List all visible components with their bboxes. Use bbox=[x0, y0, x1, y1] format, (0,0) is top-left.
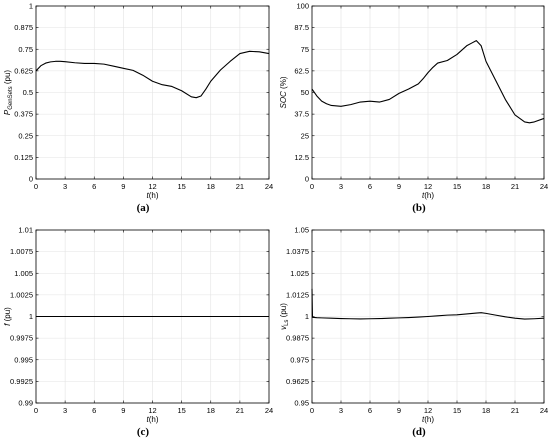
chart-1-xtick-label-1: 3 bbox=[339, 182, 343, 191]
chart-0-xtick-label-4: 12 bbox=[148, 182, 156, 191]
chart-0-ytick-label-1: 0.125 bbox=[14, 153, 33, 162]
chart-0-ytick-label-2: 0.25 bbox=[18, 131, 33, 140]
chart-2-xtick-label-4: 12 bbox=[148, 406, 156, 415]
chart-0-ytick-label-0: 0 bbox=[29, 175, 33, 184]
chart-2-panel-label: (c) bbox=[137, 426, 150, 438]
chart-2-ytick-label-1: 0.9925 bbox=[10, 377, 33, 386]
chart-3-xtick-label-6: 18 bbox=[482, 406, 490, 415]
chart-2-xtick-label-7: 21 bbox=[236, 406, 244, 415]
chart-2-ytick-label-2: 0.995 bbox=[14, 355, 33, 364]
chart-1-xtick-label-4: 12 bbox=[424, 182, 432, 191]
chart-1-yaxis-label: SOC (%) bbox=[279, 76, 288, 108]
chart-0-ytick-label-3: 0.375 bbox=[14, 110, 33, 119]
chart-2-ytick-label-0: 0.99 bbox=[18, 399, 33, 408]
chart-2-yaxis-label: f (pu) bbox=[3, 307, 12, 326]
chart-3-ytick-label-5: 1.0125 bbox=[286, 290, 309, 299]
chart-2-ytick-label-5: 1.0025 bbox=[10, 290, 33, 299]
chart-2-xtick-label-5: 15 bbox=[177, 406, 185, 415]
chart-1-xaxis-label: t(h) bbox=[422, 191, 434, 200]
chart-0-xtick-label-5: 15 bbox=[177, 182, 185, 191]
chart-0-ytick-label-7: 0.875 bbox=[14, 23, 33, 32]
chart-2-xtick-label-2: 6 bbox=[92, 406, 96, 415]
chart-0-xtick-label-3: 9 bbox=[121, 182, 125, 191]
chart-3-xtick-label-4: 12 bbox=[424, 406, 432, 415]
chart-2-ytick-label-8: 1.01 bbox=[18, 226, 33, 235]
chart-0-xtick-label-6: 18 bbox=[207, 182, 215, 191]
chart-3-xtick-label-1: 3 bbox=[339, 406, 343, 415]
chart-2-ytick-label-3: 0.9975 bbox=[10, 334, 33, 343]
chart-0-series-0-line bbox=[35, 50, 270, 99]
chart-3-panel: 0 3 6 9 12 15 18 21 24 0.95 0.9625 0.975 0.9875 1 1.01… bbox=[279, 226, 548, 438]
chart-1-xtick-label-6: 18 bbox=[482, 182, 490, 191]
chart-1-xtick-label-2: 6 bbox=[368, 182, 372, 191]
chart-3-series-0-line bbox=[311, 288, 545, 320]
chart-2-xaxis-label: t(h) bbox=[146, 415, 158, 424]
chart-1-ytick-label-7: 87.5 bbox=[294, 23, 309, 32]
chart-2-xtick-label-8: 24 bbox=[265, 406, 273, 415]
chart-0-xtick-label-7: 21 bbox=[236, 182, 244, 191]
chart-1-ytick-label-5: 62.5 bbox=[294, 66, 309, 75]
chart-0-xtick-label-1: 3 bbox=[63, 182, 67, 191]
chart-1-ytick-label-8: 100 bbox=[296, 2, 309, 11]
chart-1-ytick-label-6: 75 bbox=[301, 45, 309, 54]
chart-1-xtick-label-7: 21 bbox=[511, 182, 519, 191]
chart-0-ytick-label-6: 0.75 bbox=[18, 45, 33, 54]
chart-1-xtick-label-0: 0 bbox=[310, 182, 314, 191]
chart-2-xtick-label-1: 3 bbox=[63, 406, 67, 415]
chart-1-panel: 0 3 6 9 12 15 18 21 24 0 12.5 25 37.5 50 62.5 75 87.5 100… bbox=[279, 2, 548, 214]
chart-0-ytick-label-4: 0.5 bbox=[23, 88, 33, 97]
chart-3-xtick-label-0: 0 bbox=[310, 406, 314, 415]
chart-1-xtick-label-3: 9 bbox=[397, 182, 401, 191]
chart-3-ytick-label-0: 0.95 bbox=[294, 399, 309, 408]
chart-3-ytick-label-7: 1.0375 bbox=[286, 247, 309, 256]
chart-3-ytick-label-6: 1.025 bbox=[290, 269, 309, 278]
chart-1-ytick-label-3: 37.5 bbox=[294, 110, 309, 119]
chart-3-xtick-label-5: 15 bbox=[453, 406, 461, 415]
chart-1-ytick-label-2: 25 bbox=[301, 131, 309, 140]
chart-1-series-0-line bbox=[311, 40, 545, 124]
chart-3-ytick-label-2: 0.975 bbox=[290, 355, 309, 364]
chart-2-panel: 0 3 6 9 12 15 18 21 24 0.99 0.9925 0.995 0.9975 1 1.00… bbox=[3, 226, 273, 438]
chart-3-panel-label: (d) bbox=[412, 426, 426, 438]
chart-2-xtick-label-3: 9 bbox=[121, 406, 125, 415]
chart-3-xtick-label-3: 9 bbox=[397, 406, 401, 415]
chart-2-xtick-label-6: 18 bbox=[207, 406, 215, 415]
chart-1-panel-label: (b) bbox=[412, 202, 426, 214]
chart-2-ytick-label-6: 1.005 bbox=[14, 269, 33, 278]
chart-1-xtick-label-8: 24 bbox=[540, 182, 548, 191]
chart-3-ytick-label-1: 0.9625 bbox=[286, 377, 309, 386]
chart-2-ytick-label-4: 1 bbox=[29, 312, 33, 321]
chart-0-xtick-label-2: 6 bbox=[92, 182, 96, 191]
chart-1-ytick-label-0: 0 bbox=[305, 175, 309, 184]
chart-1-ytick-label-1: 12.5 bbox=[294, 153, 309, 162]
chart-1-ytick-label-4: 50 bbox=[301, 88, 309, 97]
chart-0-yaxis-label: PGenSets (pu) bbox=[3, 70, 14, 115]
chart-3-yaxis-label: vLs (pu) bbox=[279, 303, 290, 330]
chart-0-panel: 0 3 6 9 12 15 18 21 24 0 0.125 0.25 0.375 0.5 0.625 0.7… bbox=[3, 2, 273, 214]
chart-3-xtick-label-7: 21 bbox=[511, 406, 519, 415]
chart-0-xtick-label-8: 24 bbox=[265, 182, 273, 191]
chart-3-ytick-label-3: 0.9875 bbox=[286, 334, 309, 343]
chart-2-xtick-label-0: 0 bbox=[34, 406, 38, 415]
chart-0-ytick-label-8: 1 bbox=[29, 2, 33, 11]
chart-0-xaxis-label: t(h) bbox=[146, 191, 158, 200]
chart-0-panel-label: (a) bbox=[137, 202, 150, 214]
chart-2-ytick-label-7: 1.0075 bbox=[10, 247, 33, 256]
chart-0-ytick-label-5: 0.625 bbox=[14, 66, 33, 75]
chart-3-xtick-label-2: 6 bbox=[368, 406, 372, 415]
chart-3-xaxis-label: t(h) bbox=[422, 415, 434, 424]
chart-3-ytick-label-8: 1.05 bbox=[294, 226, 309, 235]
chart-1-xtick-label-5: 15 bbox=[453, 182, 461, 191]
chart-3-ytick-label-4: 1 bbox=[305, 312, 309, 321]
chart-3-xtick-label-8: 24 bbox=[540, 406, 548, 415]
chart-0-xtick-label-0: 0 bbox=[34, 182, 38, 191]
